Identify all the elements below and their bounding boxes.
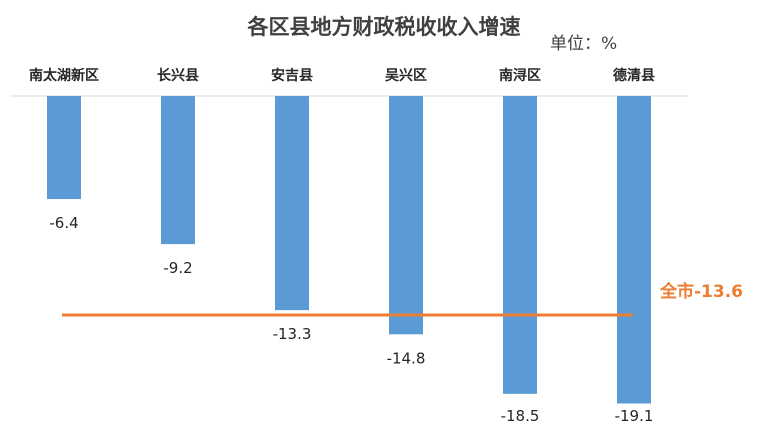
- reference-label: 全市-13.6: [659, 281, 743, 302]
- chart-title: 各区县地方财政税收收入增速: [247, 15, 521, 39]
- bar: [503, 96, 537, 394]
- category-label: 吴兴区: [385, 67, 427, 84]
- value-label: -14.8: [387, 349, 426, 367]
- value-label: -18.5: [501, 407, 540, 425]
- bar: [47, 96, 81, 200]
- value-label: -19.1: [615, 407, 654, 425]
- bar: [161, 96, 195, 245]
- bar: [275, 96, 309, 311]
- category-label: 南浔区: [499, 67, 541, 84]
- category-label: 德清县: [613, 67, 655, 84]
- category-label: 安吉县: [271, 67, 313, 84]
- unit-label: 单位：%: [550, 34, 617, 54]
- value-label: -13.3: [273, 325, 312, 343]
- bar: [389, 96, 423, 335]
- value-label: -6.4: [49, 214, 78, 232]
- bar: [617, 96, 651, 404]
- category-label: 长兴县: [157, 67, 199, 84]
- value-label: -9.2: [163, 259, 192, 277]
- category-label: 南太湖新区: [29, 67, 99, 84]
